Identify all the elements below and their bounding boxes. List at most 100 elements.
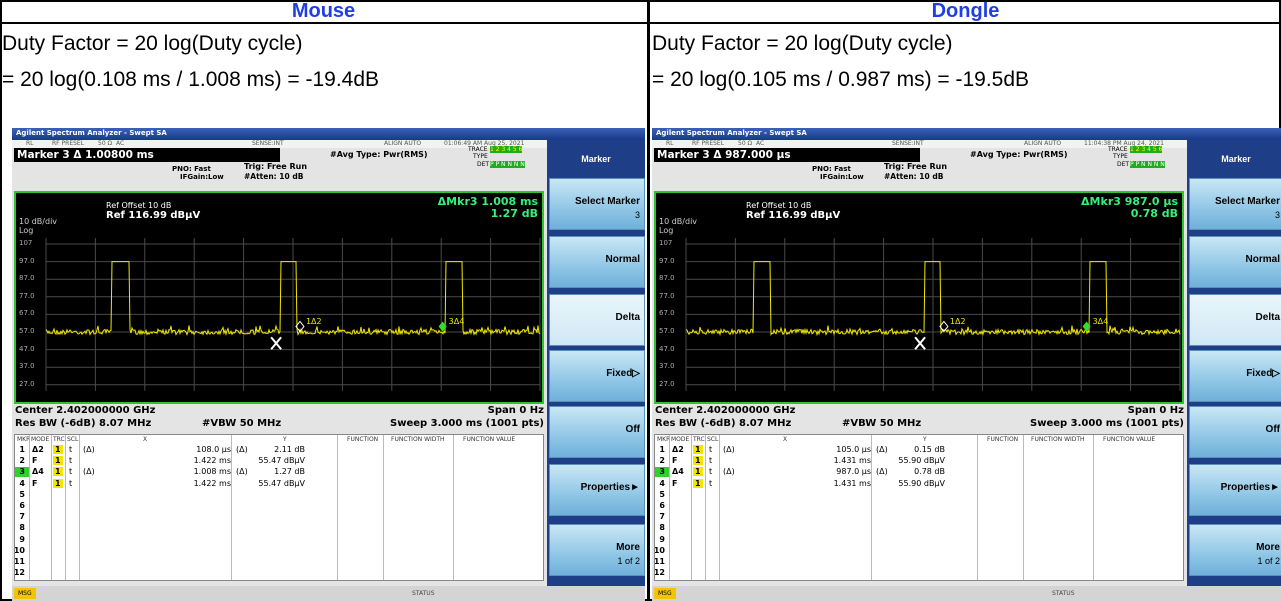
y-label: 77.0 [19, 292, 35, 300]
y-value: 1.27 dB [274, 467, 305, 476]
scale: 10 dB/div [19, 217, 57, 226]
attenuation: #Atten: 10 dB [884, 172, 943, 181]
y-label: 87.0 [659, 274, 675, 282]
ref-offset: Ref Offset 10 dB [746, 201, 811, 210]
column-line [383, 435, 384, 581]
row-number: 6 [659, 501, 665, 510]
column-divider [647, 0, 650, 601]
x-value: 105.0 µs [836, 445, 871, 454]
table-header: MODE [31, 436, 49, 443]
status-item: SENSE:INT [252, 140, 284, 147]
column-line [51, 435, 52, 581]
status-item: 50 Ω [738, 140, 752, 147]
softkey[interactable]: Delta [1189, 294, 1281, 346]
softkey[interactable]: Properties► [549, 464, 645, 516]
column-line [231, 435, 232, 581]
avg-type: #Avg Type: Pwr(RMS) [970, 150, 1068, 159]
y-ref: (Δ) [236, 445, 248, 454]
status-item: ALIGN AUTO [1024, 140, 1061, 147]
y-ref: (Δ) [236, 467, 248, 476]
softkey[interactable]: Fixed▷ [1189, 350, 1281, 402]
graticule: 1Δ23Δ410797.087.077.067.057.047.037.027.… [654, 191, 1184, 404]
scale-mode: t [709, 479, 712, 488]
status-item: AC [116, 140, 124, 147]
y-label: 107 [659, 239, 672, 247]
softkey[interactable]: Normal [1189, 236, 1281, 288]
center-freq: Center 2.402000000 GHz [15, 405, 155, 416]
column-line [453, 435, 454, 581]
attenuation: #Atten: 10 dB [244, 172, 303, 181]
status-item: AC [756, 140, 764, 147]
softkey-title: Marker [1187, 154, 1281, 164]
marker-label: 3Δ4 [1093, 317, 1109, 326]
delta-value: 0.78 dB [1131, 207, 1178, 220]
softkey-label: Delta [616, 312, 640, 323]
x-ref: (Δ) [83, 467, 95, 476]
y-label: 87.0 [19, 274, 35, 282]
column-line [669, 435, 670, 581]
x-ref: (Δ) [723, 467, 735, 476]
row-number: 9 [19, 535, 25, 544]
softkey[interactable]: Properties► [1189, 464, 1281, 516]
y-label: 77.0 [659, 292, 675, 300]
row-number: 4 [19, 479, 25, 488]
window-title: Agilent Spectrum Analyzer - Swept SA [656, 129, 807, 137]
softkey[interactable]: Fixed▷ [549, 350, 645, 402]
det-label: DET [477, 161, 489, 168]
marker-x [915, 337, 925, 349]
column-line [977, 435, 978, 581]
marker-label: 3Δ4 [449, 317, 465, 326]
marker-label: 1Δ2 [306, 317, 322, 326]
status-item: RF PRESEL [52, 140, 84, 147]
duty-formula: Duty Factor = 20 log(Duty cycle) [652, 32, 953, 56]
softkey-label: More [616, 542, 640, 553]
x-value: 1.431 ms [834, 479, 871, 488]
row-number: 5 [19, 490, 25, 499]
row-number: 4 [659, 479, 665, 488]
trace-label: TRACE [468, 146, 488, 153]
softkey-title: Marker [547, 154, 645, 164]
softkey[interactable]: Off [1189, 406, 1281, 458]
table-header: FUNCTION [347, 436, 378, 443]
softkey-label: Off [1266, 424, 1280, 435]
status-item: RL [666, 140, 674, 147]
softkey-label: Properties► [1221, 482, 1280, 493]
vbw: #VBW 50 MHz [202, 418, 281, 429]
trace-num: 1 [53, 467, 63, 476]
x-ref: (Δ) [83, 445, 95, 454]
x-ref: (Δ) [723, 445, 735, 454]
mode: Δ4 [32, 467, 44, 476]
if-gain: IFGain:Low [180, 173, 224, 181]
softkey-label: Normal [1246, 254, 1280, 265]
softkey[interactable]: Off [549, 406, 645, 458]
mode: F [672, 479, 677, 488]
marker-x [271, 337, 281, 349]
y-label: 37.0 [19, 362, 35, 370]
center-freq: Center 2.402000000 GHz [655, 405, 795, 416]
softkey[interactable]: More 1 of 2 [1189, 524, 1281, 576]
row-number: 9 [659, 535, 665, 544]
y-label: 97.0 [659, 257, 675, 265]
softkey-label: More [1256, 542, 1280, 553]
softkey-sub: 1 of 2 [1257, 556, 1280, 566]
softkey[interactable]: Delta [549, 294, 645, 346]
column-line [719, 435, 720, 581]
scale-mode: t [69, 445, 72, 454]
x-value: 108.0 µs [196, 445, 231, 454]
trigger: Trig: Free Run [884, 162, 947, 171]
softkey[interactable]: Normal [549, 236, 645, 288]
row-number: 12 [654, 568, 665, 577]
scale-type: Log [659, 226, 673, 235]
span: Span 0 Hz [1128, 405, 1184, 416]
marker-readout: Marker 3 Δ 987.000 µs [657, 149, 791, 161]
y-value: 55.90 dBµV [898, 456, 945, 465]
row-number: 12 [14, 568, 25, 577]
x-value: 1.422 ms [194, 456, 231, 465]
if-gain: IFGain:Low [820, 173, 864, 181]
y-value: 55.47 dBµV [258, 456, 305, 465]
column-line [29, 435, 30, 581]
